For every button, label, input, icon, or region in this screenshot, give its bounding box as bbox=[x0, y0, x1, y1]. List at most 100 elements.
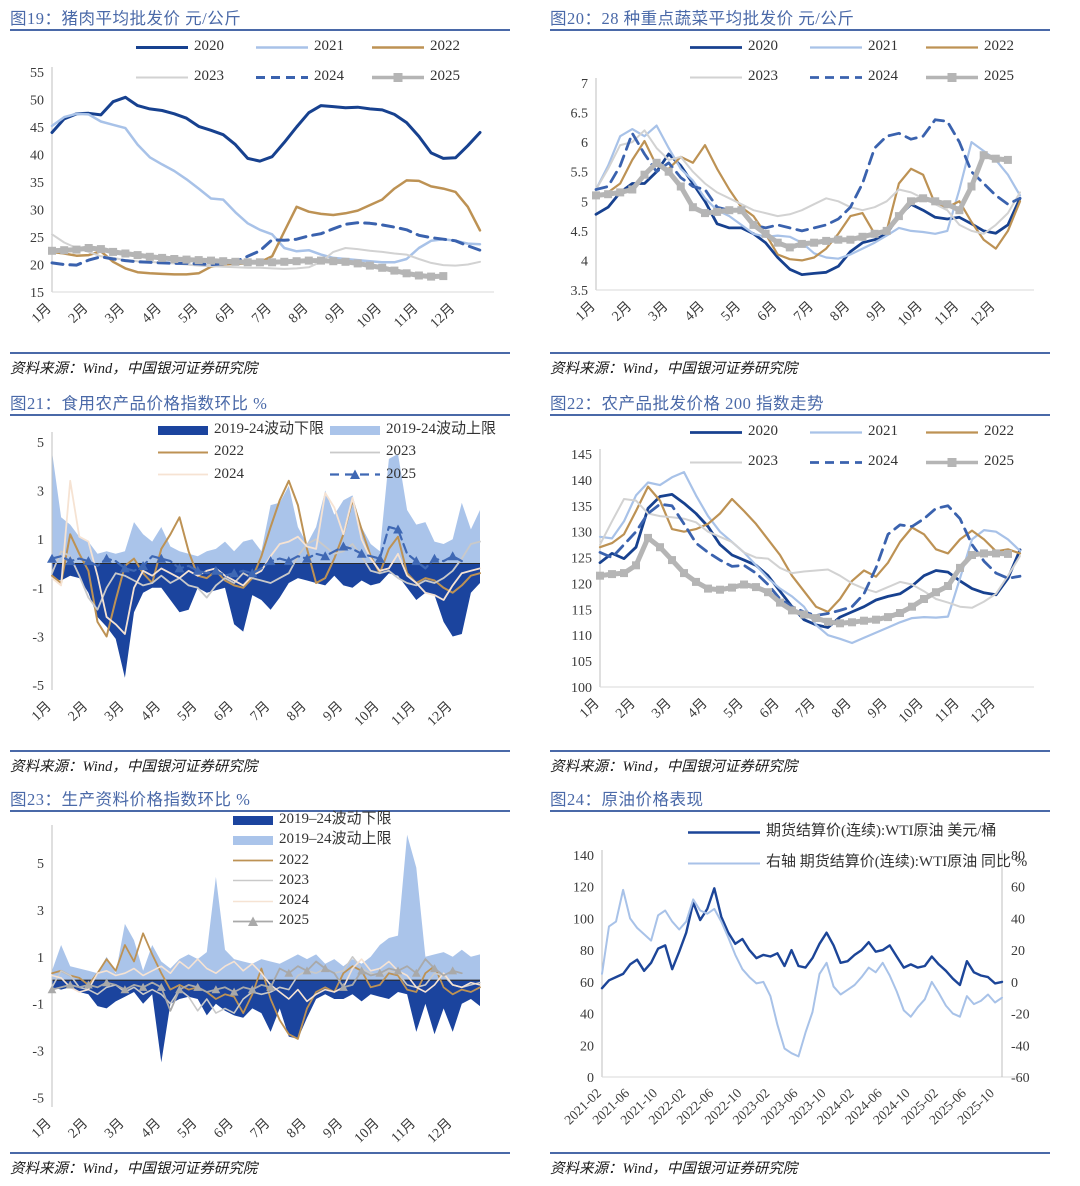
marker bbox=[919, 194, 928, 203]
x-tick-label: 8月 bbox=[285, 300, 311, 326]
marker bbox=[701, 209, 709, 218]
legend-item-2024: 2024 bbox=[810, 68, 926, 85]
legend-label: 期货结算价(连续):WTI原油 美元/桶 bbox=[766, 823, 997, 839]
x-tick-label: 7月 bbox=[793, 695, 819, 721]
marker bbox=[211, 985, 221, 994]
legend-label: 2024 bbox=[214, 465, 244, 482]
legend-item-2020: 2020 bbox=[136, 38, 256, 55]
marker bbox=[834, 235, 843, 244]
figure-20-chart: 3.5 4 4.5 5 5.5 6 6.5 7 1月 2月 3月 4月 5月 6月 7月 8月 9月 10月 11月… bbox=[540, 36, 1080, 348]
legend-label: 2020 bbox=[748, 38, 778, 54]
y-tick-label: 100 bbox=[573, 912, 594, 927]
marker bbox=[810, 238, 819, 247]
marker bbox=[740, 580, 748, 589]
figure-19-panel: 图19：猪肉平均批发价 元/公斤 15 20 25 30 35 40 45 50 55 1月 2月 3… bbox=[0, 0, 540, 385]
x-tick-label: 2月 bbox=[65, 698, 91, 724]
legend-label: 2019-24波动上限 bbox=[386, 421, 496, 437]
fig23-canvas: -5 -3 -1 1 3 5 1月 2月 3月 4月 5月 6月 7月 8月 9月 10月 11月 12月 bbox=[29, 825, 481, 1146]
marker bbox=[447, 551, 458, 561]
legend-item-2019–24波动下限: 2019–24波动下限 bbox=[233, 811, 392, 828]
legend-label: 2022 bbox=[279, 851, 309, 868]
fig20-canvas: 3.5 4 4.5 5 5.5 6 6.5 7 1月 2月 3月 4月 5月 6月 7月 8月 9月 10月 11月… bbox=[571, 77, 1034, 329]
x-tick-label: 11月 bbox=[388, 1115, 419, 1146]
legend-item-2021: 2021 bbox=[256, 38, 372, 55]
legend-item-期货结算价(连续):WTI原油 美元/桶: 期货结算价(连续):WTI原油 美元/桶 bbox=[688, 823, 1027, 840]
marker bbox=[170, 255, 179, 263]
x-tick-label: 12月 bbox=[968, 695, 999, 726]
y-tick-label: 120 bbox=[571, 577, 592, 592]
x-tick-label: 12月 bbox=[427, 300, 458, 331]
marker bbox=[411, 556, 422, 566]
marker bbox=[640, 170, 649, 179]
fig20-series-2020 bbox=[594, 152, 1022, 277]
legend-swatch-icon bbox=[926, 431, 978, 434]
y-tick-label: 20 bbox=[580, 1039, 594, 1054]
x-tick-label: 10月 bbox=[351, 1115, 382, 1146]
x-tick-label: 1月 bbox=[29, 1115, 55, 1141]
fig23-series-2024 bbox=[51, 958, 481, 1003]
legend-item-2024: 2024 bbox=[256, 68, 372, 85]
marker bbox=[138, 561, 148, 570]
marker bbox=[620, 569, 628, 578]
y-tick-label: 45 bbox=[30, 121, 44, 136]
legend-label: 2023 bbox=[194, 68, 224, 85]
figure-23-panel: 图23：生产资料价格指数环比 % -5 -3 -1 1 3 5 1月 2月 3月 4月 5月 6月 7月… bbox=[0, 781, 540, 1186]
marker bbox=[944, 582, 952, 590]
x-tick-label: 3月 bbox=[649, 695, 675, 721]
figure-21-source: 资料来源：Wind，中国银河证券研究院 bbox=[10, 759, 258, 775]
x-tick-label: 3月 bbox=[101, 698, 127, 724]
marker bbox=[836, 619, 844, 628]
fig19-series-2024 bbox=[50, 221, 482, 267]
fig23-area-2019–24波动上限 bbox=[52, 834, 480, 981]
marker bbox=[785, 243, 794, 252]
marker bbox=[48, 246, 56, 255]
y-tick-label: 55 bbox=[30, 66, 44, 81]
marker bbox=[207, 256, 215, 265]
marker bbox=[956, 563, 964, 572]
y-tick-label: 110 bbox=[572, 629, 592, 644]
marker bbox=[860, 616, 868, 625]
marker bbox=[427, 272, 436, 281]
marker bbox=[341, 257, 350, 266]
marker bbox=[652, 158, 661, 167]
fig24-series-期货结算价(连续):WTI原油 美元/桶 bbox=[600, 887, 1004, 990]
legend-swatch-icon bbox=[810, 460, 862, 464]
marker bbox=[592, 191, 600, 200]
legend-label: 2021 bbox=[868, 38, 898, 54]
figure-21-title: 图21：食用农产品价格指数环比 % bbox=[10, 394, 268, 413]
y-tick-label: 80 bbox=[580, 944, 594, 959]
marker bbox=[356, 548, 367, 558]
fig22-series-2022 bbox=[598, 485, 1022, 613]
x-tick-label: 2月 bbox=[609, 298, 635, 324]
title-rule bbox=[550, 810, 1050, 812]
x-tick-label: 3月 bbox=[645, 298, 671, 324]
y-tick-label: 40 bbox=[580, 1008, 594, 1023]
source-rule bbox=[10, 1152, 510, 1154]
marker bbox=[266, 982, 275, 991]
y-tick-label-right: -60 bbox=[1011, 1071, 1030, 1086]
legend-label: 2025 bbox=[984, 453, 1014, 470]
fig24-series-右轴 期货结算价(连续):WTI原油 同比 % bbox=[601, 888, 1003, 1058]
legend-item-2022: 2022 bbox=[372, 38, 460, 55]
legend-swatch-icon bbox=[233, 916, 273, 926]
legend-swatch-icon bbox=[688, 862, 760, 865]
legend-item-2025: 2025 bbox=[330, 466, 496, 483]
y-tick-label: 5 bbox=[37, 436, 44, 451]
marker bbox=[47, 553, 57, 563]
legend-swatch-icon bbox=[810, 46, 862, 49]
marker bbox=[764, 588, 772, 597]
legend-swatch-icon bbox=[233, 815, 273, 825]
legend-item-2023: 2023 bbox=[330, 443, 496, 460]
x-tick-label: 11月 bbox=[931, 298, 962, 329]
source-rule bbox=[550, 1152, 1050, 1154]
y-tick-label: -1 bbox=[32, 582, 44, 597]
x-tick-label: 3月 bbox=[102, 300, 128, 326]
legend-swatch-icon bbox=[690, 45, 742, 49]
marker bbox=[304, 256, 313, 265]
marker bbox=[255, 258, 264, 267]
y-tick-label-right: 60 bbox=[1011, 881, 1025, 896]
marker bbox=[992, 549, 1000, 558]
legend-label: 2025 bbox=[984, 68, 1014, 85]
fig23-area-2019–24波动下限 bbox=[52, 980, 480, 1063]
y-tick-label: 140 bbox=[571, 474, 592, 489]
